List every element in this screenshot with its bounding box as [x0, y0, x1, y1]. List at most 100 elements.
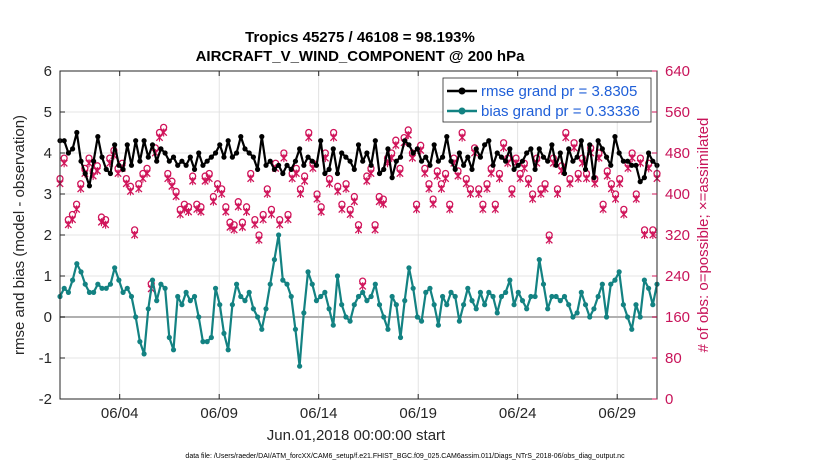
bias-point	[137, 339, 143, 345]
rmse-point	[389, 175, 395, 181]
rmse-point	[444, 134, 450, 140]
obs-assimilated-marker	[242, 207, 251, 216]
obs-assimilated-marker	[101, 220, 110, 229]
rmse-point	[633, 162, 639, 168]
y-right-tick-label: 80	[665, 350, 682, 367]
bias-point	[482, 302, 488, 308]
rmse-point	[650, 158, 656, 164]
rmse-point	[620, 158, 626, 164]
obs-assimilated-marker	[562, 133, 570, 142]
bias-point	[74, 261, 80, 267]
bias-point	[116, 277, 122, 283]
obs-assimilated-marker	[396, 169, 404, 178]
bias-point	[221, 330, 227, 336]
obs-assimilated-marker	[159, 128, 168, 137]
obs-assimilated-marker	[238, 223, 247, 232]
bias-point	[318, 293, 324, 300]
y-right-tick-label: 240	[665, 268, 690, 285]
rmse-point	[191, 166, 198, 172]
rmse-point	[595, 138, 601, 144]
rmse-point	[196, 150, 202, 156]
bias-point	[582, 302, 589, 308]
rmse-point	[372, 138, 378, 144]
obs-assimilated-marker	[541, 184, 549, 193]
rmse-point	[532, 166, 538, 172]
bias-point	[599, 281, 605, 287]
bias-point	[452, 293, 458, 300]
obs-assimilated-marker	[421, 169, 429, 178]
rmse-point	[410, 150, 416, 156]
rmse-point	[645, 150, 652, 156]
rmse-point	[469, 166, 475, 172]
obs-assimilated-marker	[329, 133, 338, 142]
obs-assimilated-marker	[566, 179, 574, 188]
obs-assimilated-marker	[524, 179, 533, 188]
bias-point	[86, 289, 93, 295]
bias-point	[339, 302, 345, 308]
bias-point	[578, 289, 584, 295]
obs-assimilated-marker	[437, 184, 446, 193]
obs-assimilated-marker	[446, 205, 454, 214]
bias-point	[532, 293, 538, 300]
obs-assimilated-marker	[462, 179, 470, 188]
legend: rmse grand pr = 3.8305 bias grand pr = 0…	[442, 77, 652, 123]
rmse-point	[574, 154, 580, 160]
obs-assimilated-marker	[574, 174, 582, 183]
obs-assimilated-marker	[60, 159, 68, 168]
rmse-point	[74, 129, 80, 136]
obs-assimilated-marker	[292, 169, 300, 178]
obs-assimilated-marker	[334, 187, 342, 196]
bias-point	[637, 314, 643, 320]
rmse-point	[330, 146, 336, 152]
bias-point	[200, 339, 206, 345]
y-left-tick-label: -1	[39, 350, 52, 367]
obs-assimilated-marker	[358, 282, 367, 291]
rmse-point	[221, 154, 227, 160]
rmse-point	[276, 162, 282, 168]
y-right-tick-label: 640	[665, 63, 690, 80]
obs-assimilated-marker	[607, 184, 616, 193]
obs-assimilated-marker	[284, 215, 292, 224]
obs-assimilated-marker	[209, 197, 218, 206]
bias-point	[524, 306, 530, 312]
rmse-point	[242, 146, 248, 152]
rmse-point	[549, 142, 555, 148]
bias-point	[183, 289, 189, 295]
rmse-point	[91, 158, 97, 164]
obs-assimilated-marker	[126, 187, 135, 196]
rmse-point	[225, 138, 231, 144]
rmse-point	[515, 162, 521, 168]
bias-point	[566, 302, 572, 308]
legend-bias-label: bias grand pr = 0.33336	[481, 103, 640, 120]
legend-rmse-label: rmse grand pr = 3.8305	[481, 83, 637, 100]
rmse-point	[292, 158, 299, 164]
bias-point	[511, 302, 517, 308]
rmse-point	[137, 158, 143, 164]
rmse-point	[334, 170, 341, 177]
bias-point	[343, 314, 349, 320]
bias-point	[326, 306, 332, 312]
rmse-point	[65, 150, 72, 156]
y-left-tick-label: 5	[44, 104, 52, 121]
bias-point	[490, 293, 496, 300]
rmse-point	[78, 158, 84, 164]
y-axis-left-ticks: -2 -1 0 1 2 3 4 5 6	[39, 63, 65, 408]
rmse-point	[524, 150, 530, 156]
obs-assimilated-marker	[93, 166, 101, 175]
bias-point	[561, 293, 568, 300]
bias-point	[368, 293, 374, 300]
obs-assimilated-marker	[603, 172, 611, 181]
rmse-point	[318, 138, 324, 144]
legend-box	[442, 77, 652, 123]
bias-point	[99, 285, 105, 291]
bias-point	[444, 302, 450, 308]
y-left-tick-label: 4	[44, 145, 52, 162]
bias-point	[225, 347, 231, 353]
obs-assimilated-marker	[259, 215, 267, 224]
rmse-point	[490, 162, 496, 168]
rmse-point	[254, 166, 261, 172]
rmse-point	[498, 154, 505, 160]
rmse-point	[179, 158, 185, 164]
obs-assimilated-marker	[338, 205, 346, 214]
